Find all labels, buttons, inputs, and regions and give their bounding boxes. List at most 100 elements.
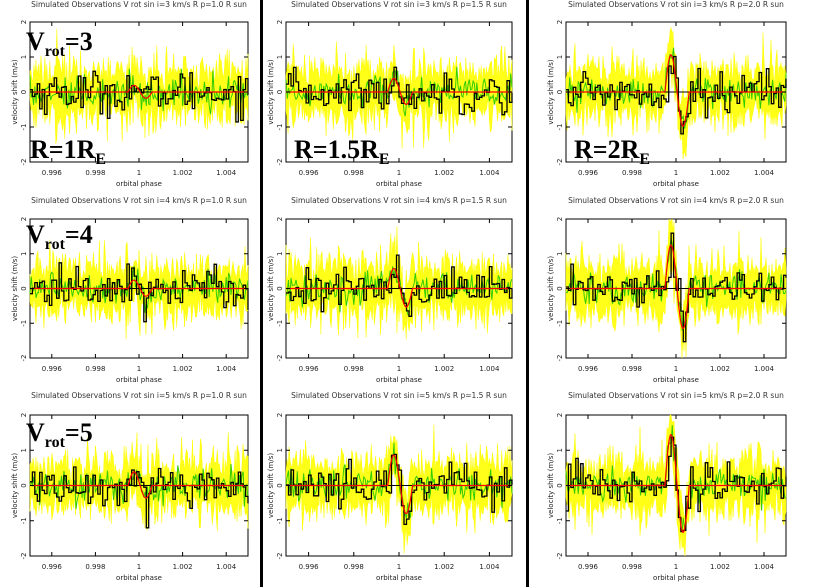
x-tick-label: 1 [397,563,401,571]
x-tick-label: 1.002 [710,563,730,571]
y-axis-label: velocity shift (m/s) [267,453,275,518]
model-curve [566,244,786,330]
y-tick-label: 1 [20,55,28,59]
x-axis-label: orbital phase [653,376,699,384]
column-divider-1 [260,0,263,587]
x-tick-label: 0.996 [42,169,63,177]
x-tick-label: 1.004 [216,169,237,177]
row-label-vrot-5: Vrot=5 [26,418,93,451]
chart-panel-1: Simulated Observations V rot sin i=3 km/… [11,0,249,188]
model-curve [286,77,512,106]
chart-panel-6: Simulated Observations V rot sin i=4 km/… [547,196,787,384]
chart-panel-2: Simulated Observations V rot sin i=3 km/… [267,0,513,188]
chart-panel-9: Simulated Observations V rot sin i=5 km/… [547,391,787,582]
y-tick-label: -2 [276,355,284,362]
y-tick-label: -1 [556,124,564,131]
y-tick-label: -1 [20,320,28,327]
y-tick-label: 2 [20,20,28,24]
chart-title: Simulated Observations V rot sin i=5 km/… [291,391,507,400]
x-tick-label: 1.004 [754,365,775,373]
col-label-r-2: R=2RE [574,135,650,168]
x-axis-label: orbital phase [116,376,162,384]
x-tick-label: 1.004 [479,563,500,571]
chart-title: Simulated Observations V rot sin i=3 km/… [568,0,784,9]
y-tick-label: -1 [556,517,564,524]
x-tick-label: 0.996 [42,365,63,373]
x-tick-label: 1.004 [216,365,237,373]
x-tick-label: 0.998 [344,365,364,373]
y-tick-label: -2 [276,159,284,166]
x-tick-label: 0.998 [622,169,642,177]
green-series [285,66,513,117]
chart-title: Simulated Observations V rot sin i=4 km/… [291,196,507,205]
y-tick-label: -2 [556,553,564,560]
chart-panel-5: Simulated Observations V rot sin i=4 km/… [267,196,513,384]
y-tick-label: 2 [276,413,284,417]
x-tick-label: 1 [137,563,141,571]
x-tick-label: 1.004 [216,563,237,571]
y-tick-label: 1 [276,448,284,452]
y-axis-label: velocity shift (m/s) [11,256,19,321]
y-tick-label: -1 [556,320,564,327]
chart-title: Simulated Observations V rot sin i=5 km/… [568,391,784,400]
x-tick-label: 1.002 [173,365,193,373]
y-axis-label: velocity shift (m/s) [547,453,555,518]
y-tick-label: 0 [556,483,564,487]
x-tick-label: 1.002 [173,169,193,177]
chart-panel-7: Simulated Observations V rot sin i=5 km/… [11,391,249,582]
y-tick-label: 2 [20,413,28,417]
y-tick-label: 0 [276,483,284,487]
x-tick-label: 1 [397,169,401,177]
y-tick-label: 1 [276,252,284,256]
x-tick-label: 0.996 [299,563,320,571]
noise-band [29,28,249,144]
chart-title: Simulated Observations V rot sin i=3 km/… [291,0,507,9]
model-curve [566,433,786,534]
dividers-layer [260,0,529,587]
chart-panel-8: Simulated Observations V rot sin i=5 km/… [267,391,513,582]
green-series [565,238,787,331]
data-step-series [286,254,513,317]
y-tick-label: 1 [20,252,28,256]
x-tick-label: 0.996 [299,169,320,177]
column-divider-2 [526,0,529,587]
chart-title: Simulated Observations V rot sin i=4 km/… [31,196,247,205]
x-tick-label: 1.002 [434,563,454,571]
x-tick-label: 0.996 [578,169,599,177]
y-tick-label: -2 [20,355,28,362]
x-axis-label: orbital phase [653,180,699,188]
y-tick-label: 1 [556,252,564,256]
x-tick-label: 1.002 [710,169,730,177]
model-curve [30,84,248,99]
y-tick-label: 2 [20,217,28,221]
data-step-series [286,66,513,116]
y-tick-label: 2 [276,217,284,221]
x-tick-label: 0.998 [622,563,642,571]
col-label-r-1-5: R=1.5RE [294,135,390,168]
noise-band-area [29,28,249,144]
x-tick-label: 1.004 [754,169,775,177]
x-tick-label: 0.996 [299,365,320,373]
row-label-vrot-4: Vrot=4 [26,220,93,253]
x-axis-label: orbital phase [116,574,162,582]
y-tick-label: -1 [276,320,284,327]
x-tick-label: 1.004 [479,365,500,373]
chart-title: Simulated Observations V rot sin i=5 km/… [31,391,247,400]
x-axis-label: orbital phase [376,574,422,582]
y-tick-label: 0 [556,90,564,94]
y-tick-label: 0 [276,286,284,290]
y-tick-label: 0 [20,286,28,290]
x-tick-label: 1 [397,365,401,373]
y-tick-label: -2 [276,553,284,560]
chart-panel-3: Simulated Observations V rot sin i=3 km/… [547,0,787,188]
row-label-vrot-3: Vrot=3 [26,27,93,60]
y-tick-label: -2 [20,553,28,560]
x-tick-label: 0.998 [344,563,364,571]
x-tick-label: 1.004 [754,563,775,571]
y-tick-label: 0 [556,286,564,290]
y-tick-label: -1 [20,124,28,131]
label-overlays: Vrot=3 Vrot=4 Vrot=5 R=1RE R=1.5RE R=2RE [26,27,650,451]
x-tick-label: 1.002 [434,169,454,177]
data-step-series [566,232,787,343]
model-curve [30,279,248,297]
